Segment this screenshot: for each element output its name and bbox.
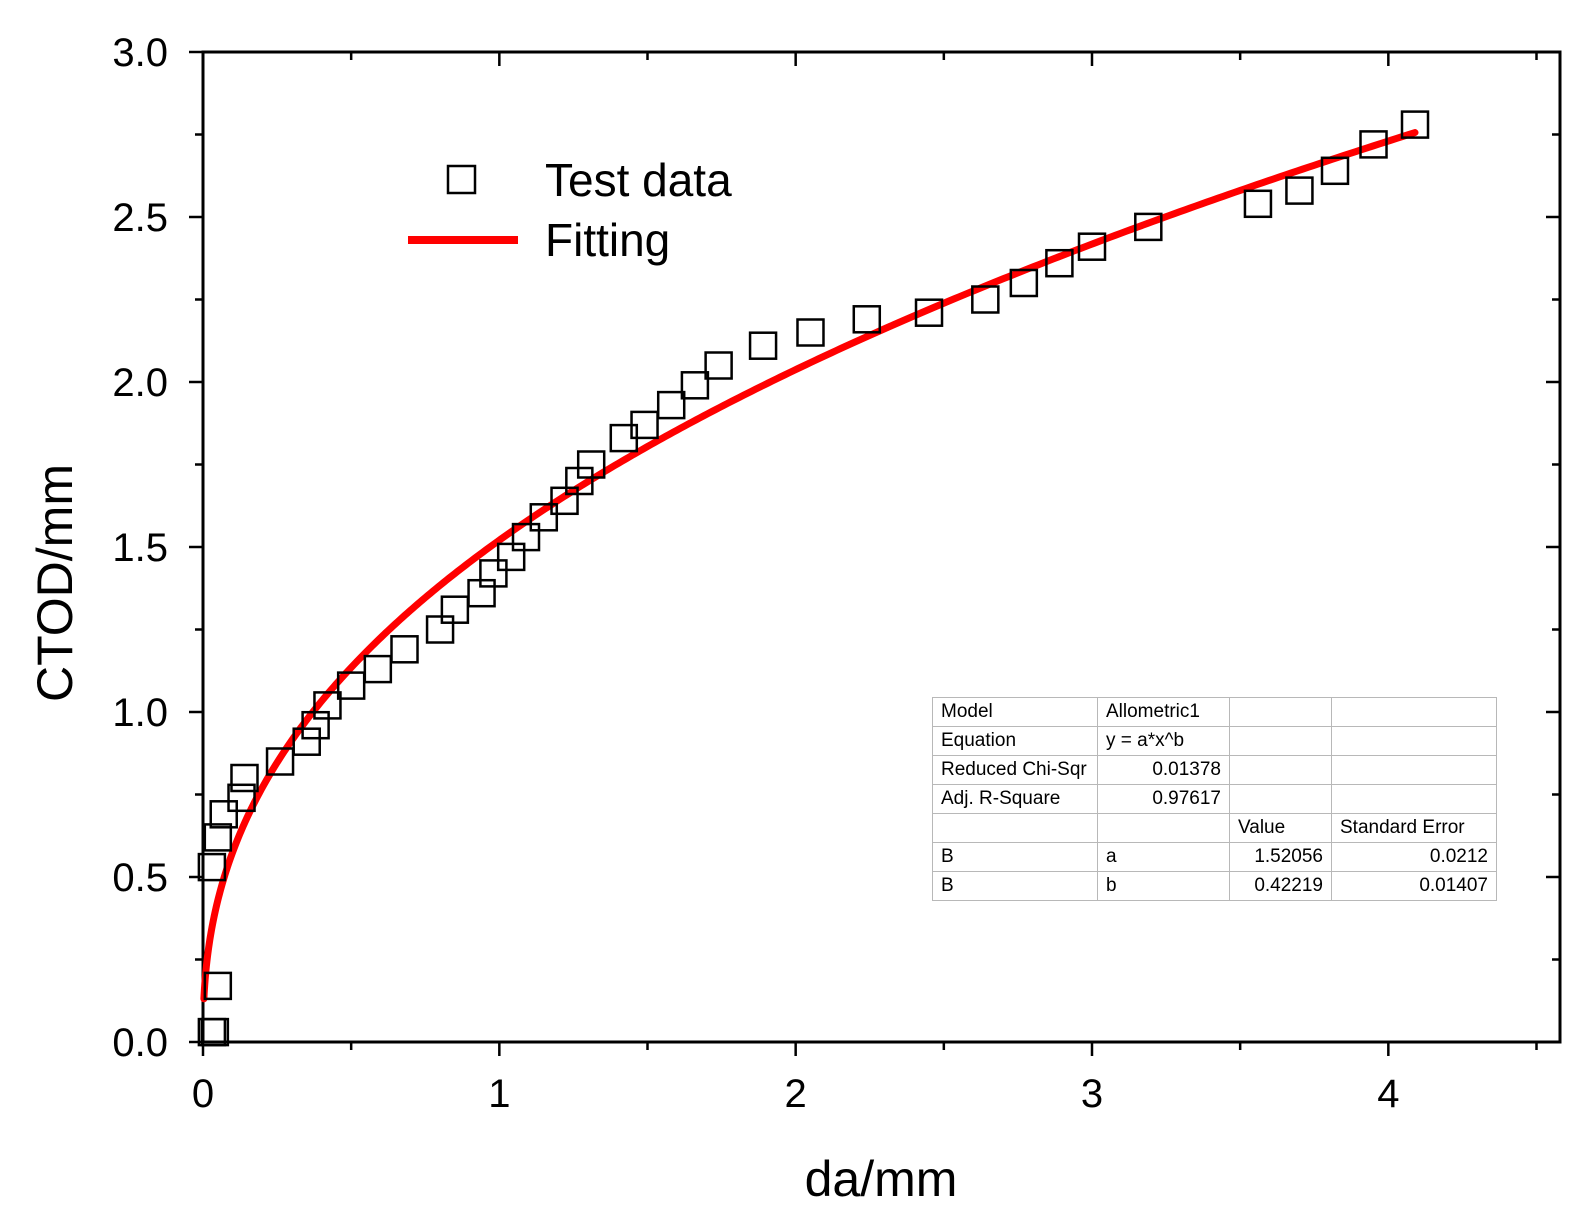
legend-label-test-data: Test data [545, 154, 732, 206]
data-point [336, 671, 366, 700]
data-point [914, 298, 944, 327]
table-cell: B [932, 871, 1098, 901]
table-row: B b 0.42219 0.01407 [932, 871, 1497, 901]
data-point [363, 654, 393, 684]
table-cell: Allometric1 [1097, 697, 1230, 727]
x-tick-label: 1 [488, 1072, 510, 1116]
data-point [440, 595, 470, 624]
data-point [230, 763, 259, 793]
legend: Test data Fitting [408, 154, 732, 266]
data-point [852, 305, 882, 334]
data-point [200, 1017, 230, 1047]
y-axis-title: CTOD/mm [27, 464, 83, 702]
data-point [704, 351, 733, 380]
test-data-series [197, 110, 1430, 1047]
table-row: Equation y = a*x^b [932, 726, 1497, 756]
data-point [1243, 189, 1273, 219]
data-point [1077, 232, 1107, 261]
table-cell: Equation [932, 726, 1098, 756]
data-point [511, 522, 541, 552]
fitting-series [200, 129, 1419, 1003]
x-tick-label: 4 [1377, 1072, 1399, 1116]
data-point [796, 318, 825, 347]
table-cell [1229, 755, 1332, 785]
table-row: Value Standard Error [932, 813, 1497, 843]
data-point [197, 852, 227, 882]
table-cell: Model [932, 697, 1098, 727]
table-row: B a 1.52056 0.0212 [932, 842, 1497, 872]
table-cell [1229, 697, 1332, 727]
table-cell: B [932, 842, 1098, 872]
legend-marker-test-data [446, 164, 477, 195]
table-cell: 0.97617 [1097, 784, 1230, 814]
data-point [529, 503, 559, 532]
data-point [1045, 248, 1074, 278]
y-tick-label: 3.0 [112, 31, 168, 75]
data-point [576, 450, 606, 479]
data-point [1285, 176, 1314, 205]
data-point [203, 971, 233, 1001]
data-point [227, 783, 256, 813]
table-cell: a [1097, 842, 1230, 872]
fit-results-table: Model Allometric1 Equation y = a*x^b Red… [932, 697, 1497, 901]
x-tick-label: 2 [785, 1072, 807, 1116]
table-header-standard-error: Standard Error [1331, 813, 1497, 843]
table-cell: y = a*x^b [1097, 726, 1230, 756]
axis-tick-labels: 0 1 2 3 4 0.0 0.5 1.0 1.5 2.0 2.5 3.0 [112, 31, 1399, 1116]
table-cell [1097, 813, 1230, 843]
data-point [479, 559, 508, 588]
data-point [390, 635, 419, 664]
x-axis-title: da/mm [805, 1151, 958, 1207]
y-tick-label: 2.0 [112, 361, 168, 405]
data-point [630, 410, 659, 440]
table-row: Reduced Chi-Sqr 0.01378 [932, 755, 1497, 785]
table-row: Model Allometric1 [932, 697, 1497, 727]
table-cell: b [1097, 871, 1230, 901]
table-cell: 0.01378 [1097, 755, 1230, 785]
data-point [1134, 212, 1163, 242]
fitting-line [200, 129, 1419, 1003]
x-tick-label: 3 [1081, 1072, 1103, 1116]
data-point [1359, 130, 1388, 159]
table-cell [932, 813, 1098, 843]
table-cell: Reduced Chi-Sqr [932, 755, 1098, 785]
table-cell [1229, 784, 1332, 814]
data-point [1320, 156, 1350, 186]
table-cell [1331, 697, 1497, 727]
table-cell: 0.42219 [1229, 871, 1332, 901]
y-tick-label: 0.0 [112, 1021, 168, 1065]
y-tick-label: 1.5 [112, 526, 168, 570]
table-cell: 0.0212 [1331, 842, 1497, 872]
data-point [265, 747, 295, 776]
table-header-value: Value [1229, 813, 1332, 843]
data-point [748, 331, 778, 360]
data-point [292, 727, 321, 756]
table-cell: 1.52056 [1229, 842, 1332, 872]
data-point [550, 486, 579, 516]
data-point [971, 285, 1000, 314]
data-point [656, 390, 686, 420]
table-cell [1331, 726, 1497, 756]
data-point [496, 542, 526, 572]
y-tick-label: 0.5 [112, 856, 168, 900]
data-point [680, 371, 710, 400]
data-point [313, 691, 342, 720]
data-point [209, 800, 238, 829]
data-point [1400, 110, 1430, 139]
table-row: Adj. R-Square 0.97617 [932, 784, 1497, 814]
data-point [1009, 268, 1039, 298]
y-tick-label: 1.0 [112, 691, 168, 735]
table-cell [1331, 755, 1497, 785]
table-cell [1229, 726, 1332, 756]
table-cell: 0.01407 [1331, 871, 1497, 901]
data-point [425, 615, 455, 644]
table-cell: Adj. R-Square [932, 784, 1098, 814]
axis-ticks [189, 50, 1560, 1056]
x-tick-label: 0 [192, 1072, 214, 1116]
y-tick-label: 2.5 [112, 196, 168, 240]
table-cell [1331, 784, 1497, 814]
data-point [203, 823, 233, 852]
legend-label-fitting: Fitting [545, 214, 670, 266]
